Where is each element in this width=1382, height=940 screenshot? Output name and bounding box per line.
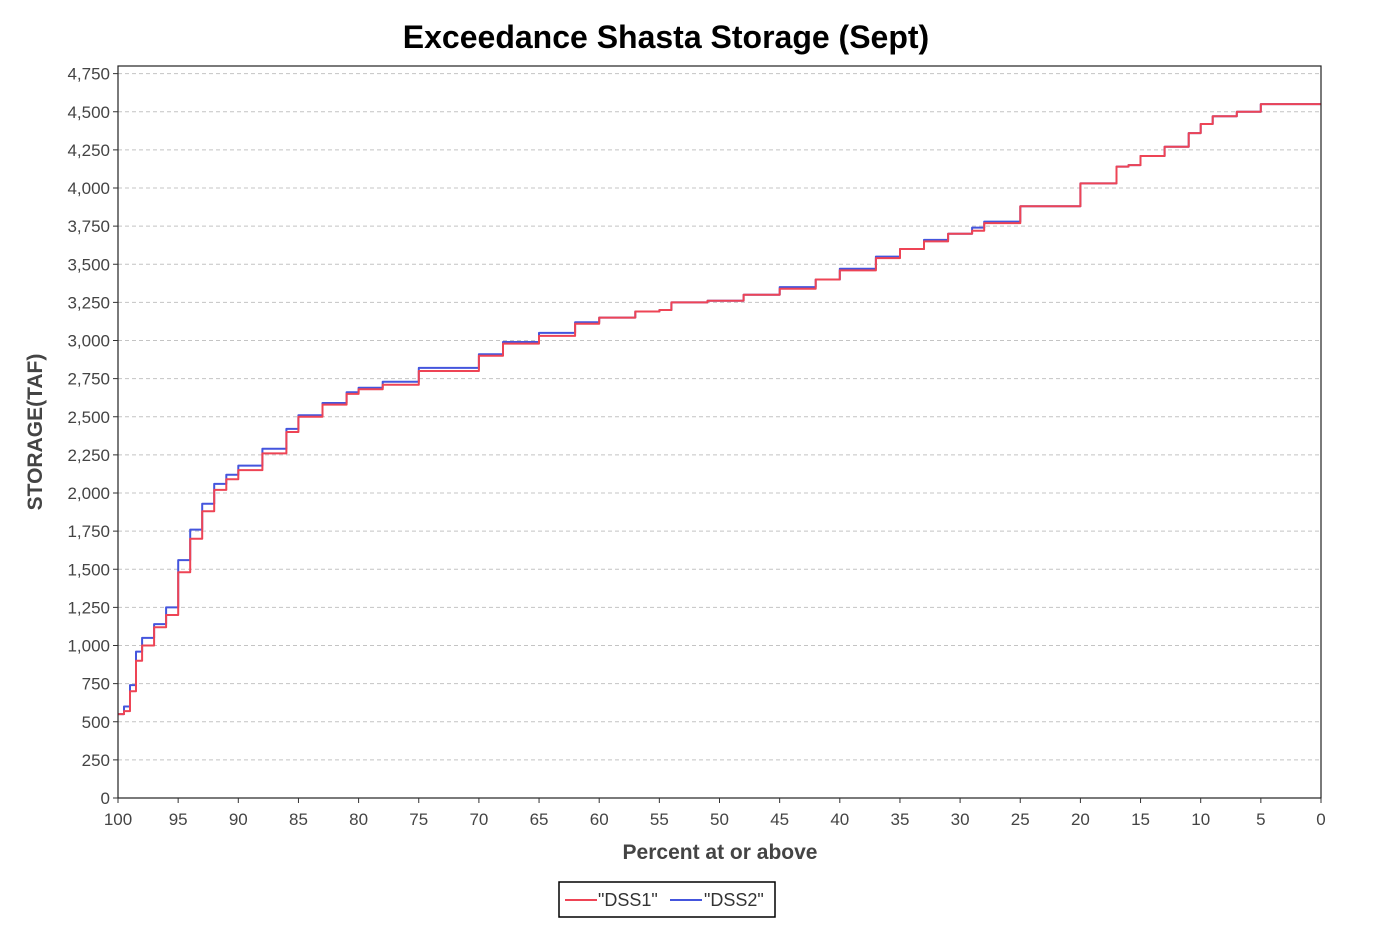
y-tick-label: 2,500 [67, 408, 110, 427]
x-tick-label: 10 [1191, 810, 1210, 829]
chart-title: Exceedance Shasta Storage (Sept) [403, 19, 929, 55]
y-tick-label: 3,250 [67, 293, 110, 312]
series-line-dss1 [118, 103, 1321, 716]
y-tick-label: 250 [82, 751, 110, 770]
legend-label-dss2: "DSS2" [704, 890, 764, 910]
x-tick-label: 80 [349, 810, 368, 829]
x-tick-label: 90 [229, 810, 248, 829]
grid-lines [118, 73, 1321, 761]
x-tick-label: 40 [830, 810, 849, 829]
x-tick-label: 35 [890, 810, 909, 829]
x-tick-label: 20 [1071, 810, 1090, 829]
y-tick-label: 3,000 [67, 332, 110, 351]
x-tick-label: 15 [1131, 810, 1150, 829]
y-tick-label: 2,750 [67, 370, 110, 389]
x-axis-label: Percent at or above [623, 841, 818, 864]
x-tick-label: 55 [650, 810, 669, 829]
y-tick-label: 4,250 [67, 141, 110, 160]
y-tick-label: 4,750 [67, 65, 110, 84]
legend: "DSS1" "DSS2" [558, 881, 776, 918]
y-tick-label: 1,750 [67, 522, 110, 541]
legend-label-dss1: "DSS1" [598, 890, 658, 910]
x-tick-label: 95 [169, 810, 188, 829]
x-tick-label: 25 [1011, 810, 1030, 829]
x-tick-label: 75 [409, 810, 428, 829]
y-tick-label: 1,500 [67, 560, 110, 579]
y-axis-ticks: 0 250 500 750 1,000 1,250 1,500 1,750 2,000 2,250… [67, 65, 118, 808]
y-tick-label: 2,000 [67, 484, 110, 503]
x-tick-label: 0 [1316, 810, 1325, 829]
y-axis-label: STORAGE(TAF) [24, 354, 47, 511]
y-tick-label: 3,750 [67, 217, 110, 236]
y-tick-label: 4,000 [67, 179, 110, 198]
x-tick-label: 100 [104, 810, 132, 829]
y-tick-label: 3,500 [67, 255, 110, 274]
x-axis-ticks: 100 95 90 85 80 75 70 65 60 55 50 45 40 35 30 25 20 15 10 5… [104, 798, 1326, 829]
x-tick-label: 5 [1256, 810, 1265, 829]
x-tick-label: 70 [469, 810, 488, 829]
y-tick-label: 500 [82, 713, 110, 732]
y-tick-label: 1,250 [67, 598, 110, 617]
x-tick-label: 65 [530, 810, 549, 829]
y-tick-label: 4,500 [67, 103, 110, 122]
y-tick-label: 0 [101, 789, 110, 808]
x-tick-label: 50 [710, 810, 729, 829]
x-tick-label: 30 [951, 810, 970, 829]
series-line-dss2 [118, 103, 1321, 716]
x-tick-label: 85 [289, 810, 308, 829]
y-tick-label: 750 [82, 675, 110, 694]
y-tick-label: 2,250 [67, 446, 110, 465]
x-tick-label: 60 [590, 810, 609, 829]
y-tick-label: 1,000 [67, 637, 110, 656]
series-lines [118, 103, 1321, 716]
x-tick-label: 45 [770, 810, 789, 829]
